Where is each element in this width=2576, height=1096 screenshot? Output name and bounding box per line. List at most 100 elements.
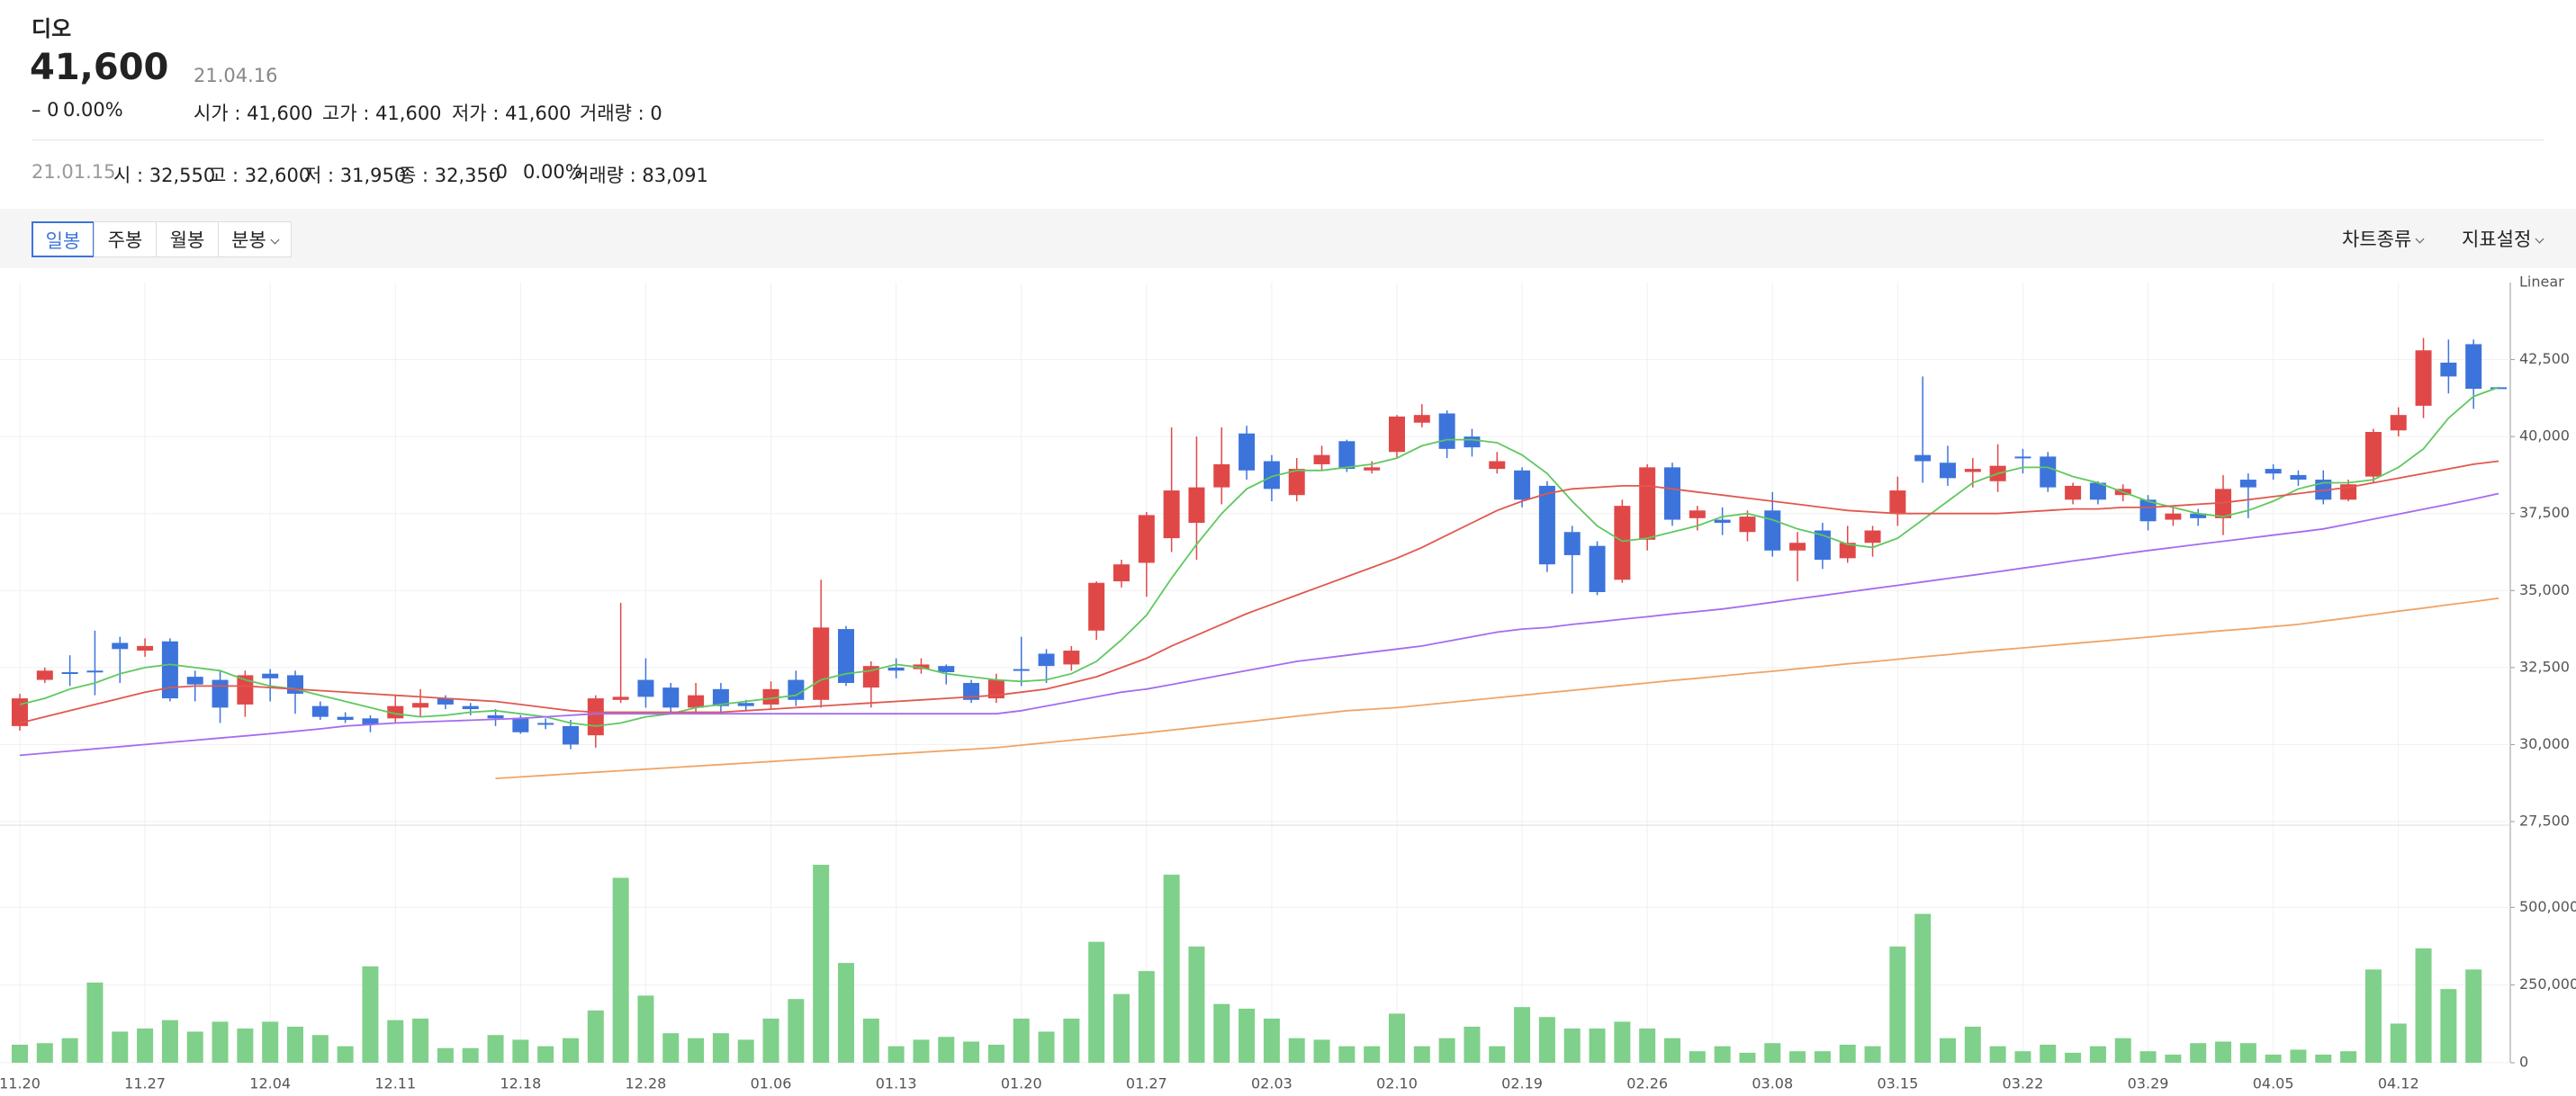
volume-bar bbox=[838, 963, 854, 1063]
period-button[interactable]: 일봉 bbox=[32, 221, 95, 257]
volume-bar bbox=[1364, 1046, 1381, 1063]
candle-body bbox=[1714, 519, 1731, 523]
candle-body bbox=[1739, 517, 1756, 533]
candle-body bbox=[2190, 513, 2207, 518]
candle-body bbox=[86, 670, 104, 673]
y-tick-label: 37,500 bbox=[2519, 504, 2570, 521]
candle-body bbox=[1489, 461, 1506, 470]
x-tick-label: 01.20 bbox=[1001, 1075, 1042, 1092]
candle-body bbox=[1563, 532, 1581, 555]
volume-bar bbox=[2014, 1051, 2031, 1063]
candle-body bbox=[237, 675, 254, 705]
candle-body bbox=[36, 670, 53, 680]
candle-body bbox=[311, 705, 329, 717]
indicator-button[interactable]: 지표설정 bbox=[2462, 221, 2544, 257]
candle-body bbox=[1614, 506, 1631, 580]
volume-bar bbox=[2364, 969, 2382, 1063]
volume-bar bbox=[512, 1039, 529, 1063]
candle-body bbox=[1438, 413, 1455, 449]
volume-bar bbox=[1689, 1051, 1706, 1063]
x-tick-label: 12.11 bbox=[374, 1075, 416, 1092]
volume-bar bbox=[963, 1041, 980, 1063]
volume-bar bbox=[1038, 1031, 1055, 1063]
info-item: 0.00% bbox=[523, 161, 583, 183]
x-tick-label: 04.05 bbox=[2253, 1075, 2294, 1092]
volume-bar bbox=[637, 995, 654, 1063]
volume-bar bbox=[688, 1038, 705, 1063]
period-button[interactable]: 월봉 bbox=[156, 221, 219, 257]
volume-bar bbox=[2139, 1051, 2157, 1063]
volume-bar bbox=[1263, 1018, 1280, 1063]
candle-body bbox=[1964, 469, 1981, 472]
x-tick-label: 03.29 bbox=[2128, 1075, 2169, 1092]
info-item: -0 bbox=[489, 161, 508, 183]
volume-bar bbox=[2239, 1043, 2256, 1063]
volume-bar bbox=[913, 1039, 930, 1063]
volume-bar bbox=[1764, 1043, 1781, 1063]
volume-bar bbox=[36, 1043, 53, 1063]
candle-body bbox=[2040, 456, 2057, 488]
candle-body bbox=[2465, 344, 2482, 390]
x-tick-label: 11.27 bbox=[124, 1075, 166, 1092]
toolbar bbox=[0, 209, 2576, 268]
candle-body bbox=[161, 641, 178, 699]
candle-body bbox=[1589, 545, 1606, 592]
chevron bbox=[2535, 234, 2544, 244]
candle-body bbox=[1538, 485, 1555, 565]
y-tick-label: 500,000 bbox=[2519, 898, 2576, 915]
candle-body bbox=[938, 666, 955, 672]
volume-bar bbox=[2265, 1055, 2282, 1063]
volume-bar bbox=[262, 1021, 279, 1063]
volume-bar bbox=[2390, 1023, 2407, 1063]
volume-bar bbox=[2040, 1044, 2057, 1063]
y-tick-label: 40,000 bbox=[2519, 427, 2570, 445]
volume-bar bbox=[1438, 1038, 1455, 1063]
moving-average-line bbox=[495, 597, 2499, 779]
volume-bar bbox=[337, 1046, 354, 1063]
candle-body bbox=[563, 725, 579, 745]
info-item: 거래량 : 83,091 bbox=[572, 165, 708, 186]
moving-average-line bbox=[19, 492, 2499, 757]
volume-bar bbox=[311, 1035, 329, 1063]
candle-body bbox=[462, 705, 479, 710]
x-tick-label: 12.28 bbox=[626, 1075, 667, 1092]
volume-bar bbox=[1538, 1017, 1555, 1063]
volume-bar bbox=[212, 1021, 229, 1063]
volume-bar bbox=[737, 1039, 754, 1063]
x-tick-label: 03.22 bbox=[2003, 1075, 2044, 1092]
candle-body bbox=[1013, 669, 1030, 671]
candle-body bbox=[262, 673, 279, 678]
period-button[interactable]: 분봉 bbox=[218, 221, 292, 257]
candle-body bbox=[1389, 416, 1405, 453]
y-tick-label: 35,000 bbox=[2519, 581, 2570, 598]
volume-bar bbox=[1063, 1018, 1080, 1063]
x-tick-label: 02.10 bbox=[1376, 1075, 1418, 1092]
x-tick-label: 03.08 bbox=[1752, 1075, 1793, 1092]
candle-body bbox=[1639, 467, 1656, 540]
candle-body bbox=[412, 703, 429, 708]
volume-bar bbox=[1864, 1046, 1881, 1063]
info-date: 21.01.15 bbox=[32, 161, 116, 183]
volume-bar bbox=[813, 865, 830, 1063]
volume-bar bbox=[887, 1046, 905, 1063]
label: 지표설정 bbox=[2462, 229, 2532, 250]
candle-body bbox=[1464, 436, 1481, 448]
candle-body bbox=[712, 688, 729, 706]
candle-body bbox=[362, 718, 379, 725]
candle-body bbox=[2290, 474, 2307, 481]
volume-bar bbox=[1989, 1046, 2006, 1063]
stock-name: 디오 bbox=[32, 16, 72, 41]
candle-body bbox=[1163, 490, 1180, 539]
volume-bar bbox=[1914, 913, 1932, 1063]
x-tick-label: 02.19 bbox=[1501, 1075, 1543, 1092]
candle-body bbox=[1088, 582, 1105, 631]
candle-body bbox=[1213, 463, 1230, 488]
candle-body bbox=[1664, 467, 1680, 520]
period-button[interactable]: 주봉 bbox=[94, 221, 157, 257]
candle-body bbox=[2239, 480, 2256, 488]
chart-type-button[interactable]: 차트종류 bbox=[2342, 221, 2425, 257]
x-tick-label: 12.04 bbox=[249, 1075, 291, 1092]
y-tick-label: 0 bbox=[2519, 1054, 2528, 1071]
volume-bar bbox=[387, 1020, 404, 1063]
